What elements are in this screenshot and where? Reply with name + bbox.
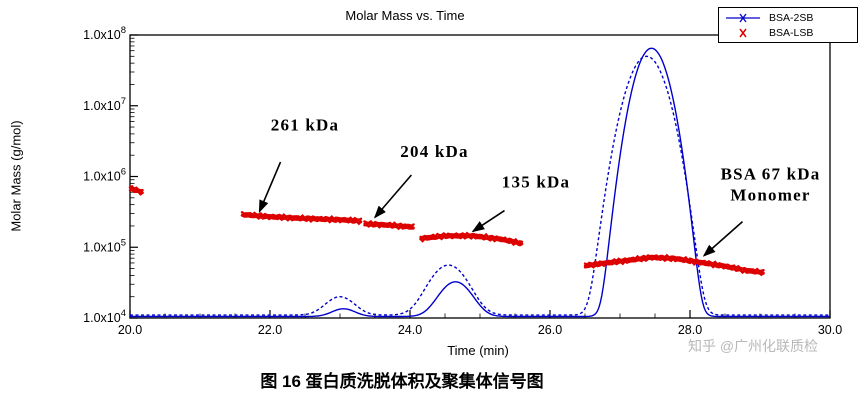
legend-row-bsa-2sb: BSA-2SB — [723, 10, 853, 25]
svg-text:1.0x104: 1.0x104 — [83, 308, 126, 325]
chart-legend: BSA-2SB BSA-LSB — [718, 7, 858, 43]
legend-x-marker-icon — [739, 28, 747, 37]
legend-label-bsa-2sb: BSA-2SB — [769, 11, 814, 24]
legend-row-bsa-lsb: BSA-LSB — [723, 25, 853, 40]
svg-text:1.0x105: 1.0x105 — [83, 237, 126, 254]
watermark: 知乎 @广州化联质检 — [687, 338, 819, 354]
svg-text:30.0: 30.0 — [818, 323, 842, 337]
y-axis-label: Molar Mass (g/mol) — [8, 120, 24, 232]
x-axis-label: Time (min) — [447, 343, 509, 358]
svg-text:135 kDa: 135 kDa — [502, 172, 570, 191]
svg-text:1.0x106: 1.0x106 — [83, 167, 126, 184]
svg-text:1.0x108: 1.0x108 — [83, 25, 126, 42]
svg-text:20.0: 20.0 — [118, 323, 142, 337]
svg-text:24.0: 24.0 — [398, 323, 422, 337]
svg-text:28.0: 28.0 — [678, 323, 702, 337]
svg-text:261 kDa: 261 kDa — [271, 115, 339, 134]
chart-title: Molar Mass vs. Time — [345, 8, 465, 23]
svg-text:22.0: 22.0 — [258, 323, 282, 337]
figure-caption: 图 16 蛋白质洗脱体积及聚集体信号图 — [260, 372, 544, 391]
svg-text:204 kDa: 204 kDa — [400, 142, 468, 161]
legend-line-x-icon — [726, 13, 760, 22]
svg-text:26.0: 26.0 — [538, 323, 562, 337]
legend-label-bsa-lsb: BSA-LSB — [769, 26, 814, 39]
svg-text:1.0x107: 1.0x107 — [83, 96, 126, 113]
